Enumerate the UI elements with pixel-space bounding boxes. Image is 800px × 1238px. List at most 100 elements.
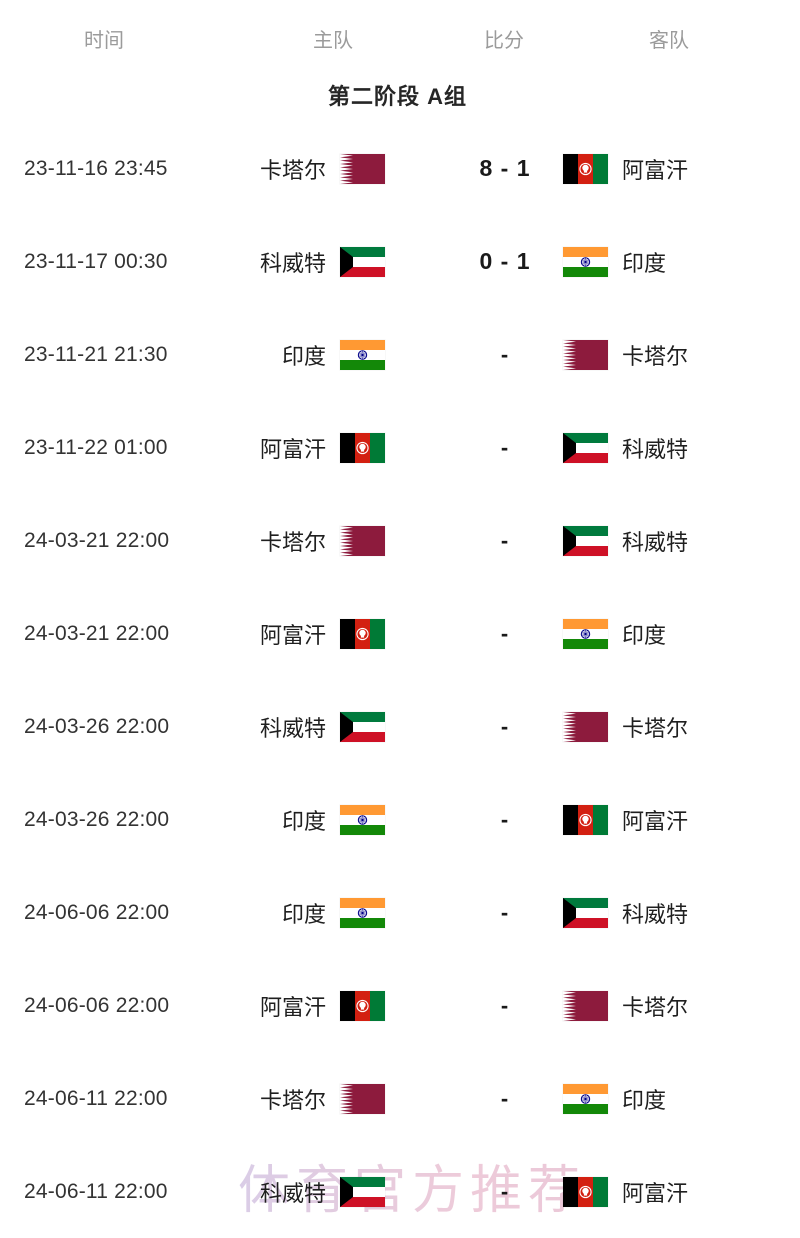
home-team-name: 阿富汗	[259, 436, 326, 462]
away-team-name: 卡塔尔	[622, 343, 689, 369]
table-row[interactable]: 24-06-06 22:00 阿富汗 - 卡塔尔	[0, 959, 800, 1052]
match-score: 0 - 1	[479, 248, 531, 274]
home-team-name: 科威特	[259, 250, 326, 276]
afghanistan-flag-icon	[340, 990, 385, 1021]
away-team-name: 印度	[622, 250, 667, 276]
afghanistan-flag-icon	[340, 618, 385, 649]
away-team-cell[interactable]: 印度	[563, 1052, 666, 1145]
home-team-name: 印度	[281, 901, 326, 927]
india-flag-icon	[340, 897, 385, 928]
table-row[interactable]: 24-03-26 22:00 科威特 - 卡塔尔	[0, 680, 800, 773]
match-datetime: 23-11-22 01:00	[24, 435, 168, 459]
home-team-cell[interactable]: 卡塔尔	[260, 122, 385, 215]
away-team-name: 印度	[622, 1087, 667, 1113]
match-rows: 23-11-16 23:45 卡塔尔 8 - 1 阿富汗 23-11-17 00…	[0, 122, 800, 1238]
away-team-cell[interactable]: 卡塔尔	[563, 308, 688, 401]
table-row[interactable]: 24-03-21 22:00 阿富汗 - 印度	[0, 587, 800, 680]
home-team-cell[interactable]: 印度	[282, 773, 385, 866]
column-header-time: 时间	[84, 30, 124, 52]
away-team-name: 印度	[622, 622, 667, 648]
table-row[interactable]: 23-11-16 23:45 卡塔尔 8 - 1 阿富汗	[0, 122, 800, 215]
home-team-name: 科威特	[259, 1180, 326, 1206]
home-team-cell[interactable]: 科威特	[260, 1145, 385, 1238]
home-team-cell[interactable]: 阿富汗	[260, 401, 385, 494]
home-team-name: 卡塔尔	[259, 1087, 326, 1113]
match-datetime: 23-11-17 00:30	[24, 249, 168, 273]
away-team-cell[interactable]: 科威特	[563, 866, 688, 959]
table-row[interactable]: 24-06-11 22:00 卡塔尔 - 印度	[0, 1052, 800, 1145]
away-team-cell[interactable]: 阿富汗	[563, 122, 688, 215]
away-team-name: 阿富汗	[622, 1180, 689, 1206]
match-score: 8 - 1	[479, 155, 531, 181]
india-flag-icon	[340, 804, 385, 835]
home-team-name: 卡塔尔	[259, 529, 326, 555]
match-datetime: 24-06-11 22:00	[24, 1086, 168, 1110]
home-team-name: 阿富汗	[259, 994, 326, 1020]
qatar-flag-icon	[563, 711, 608, 742]
table-row[interactable]: 23-11-22 01:00 阿富汗 - 科威特	[0, 401, 800, 494]
table-row[interactable]: 24-03-21 22:00 卡塔尔 - 科威特	[0, 494, 800, 587]
group-title: 第二阶段 A组	[327, 84, 467, 109]
column-header-away: 客队	[649, 30, 689, 52]
away-team-cell[interactable]: 科威特	[563, 494, 688, 587]
home-team-cell[interactable]: 卡塔尔	[260, 494, 385, 587]
match-datetime: 23-11-21 21:30	[24, 342, 168, 366]
home-team-name: 阿富汗	[259, 622, 326, 648]
match-score: -	[500, 1085, 510, 1111]
away-team-cell[interactable]: 阿富汗	[563, 773, 688, 866]
qatar-flag-icon	[563, 339, 608, 370]
away-team-cell[interactable]: 阿富汗	[563, 1145, 688, 1238]
match-score: -	[500, 806, 510, 832]
away-team-cell[interactable]: 卡塔尔	[563, 680, 688, 773]
table-row[interactable]: 23-11-17 00:30 科威特 0 - 1 印度	[0, 215, 800, 308]
table-row[interactable]: 23-11-21 21:30 印度 - 卡塔尔	[0, 308, 800, 401]
match-datetime: 24-03-21 22:00	[24, 621, 170, 645]
kuwait-flag-icon	[563, 897, 608, 928]
table-header-row: 时间 主队 比分 客队	[0, 0, 800, 78]
india-flag-icon	[563, 1083, 608, 1114]
away-team-cell[interactable]: 科威特	[563, 401, 688, 494]
home-team-cell[interactable]: 印度	[282, 866, 385, 959]
india-flag-icon	[563, 246, 608, 277]
qatar-flag-icon	[340, 525, 385, 556]
away-team-cell[interactable]: 卡塔尔	[563, 959, 688, 1052]
match-score: -	[500, 620, 510, 646]
away-team-cell[interactable]: 印度	[563, 587, 666, 680]
table-row[interactable]: 24-06-11 22:00 科威特 - 阿富汗	[0, 1145, 800, 1238]
away-team-name: 阿富汗	[622, 157, 689, 183]
table-row[interactable]: 24-03-26 22:00 印度 - 阿富汗	[0, 773, 800, 866]
kuwait-flag-icon	[563, 432, 608, 463]
column-header-score: 比分	[484, 30, 524, 52]
kuwait-flag-icon	[563, 525, 608, 556]
home-team-cell[interactable]: 阿富汗	[260, 959, 385, 1052]
home-team-cell[interactable]: 卡塔尔	[260, 1052, 385, 1145]
home-team-cell[interactable]: 科威特	[260, 680, 385, 773]
kuwait-flag-icon	[340, 711, 385, 742]
match-score: -	[500, 899, 510, 925]
home-team-name: 印度	[281, 808, 326, 834]
table-row[interactable]: 24-06-06 22:00 印度 - 科威特	[0, 866, 800, 959]
india-flag-icon	[563, 618, 608, 649]
match-datetime: 24-03-26 22:00	[24, 714, 170, 738]
away-team-name: 卡塔尔	[622, 994, 689, 1020]
home-team-cell[interactable]: 阿富汗	[260, 587, 385, 680]
away-team-name: 阿富汗	[622, 808, 689, 834]
away-team-cell[interactable]: 印度	[563, 215, 666, 308]
match-datetime: 24-03-26 22:00	[24, 807, 170, 831]
match-score: -	[500, 713, 510, 739]
match-score: -	[500, 341, 510, 367]
match-score: -	[500, 992, 510, 1018]
india-flag-icon	[340, 339, 385, 370]
afghanistan-flag-icon	[563, 804, 608, 835]
home-team-cell[interactable]: 科威特	[260, 215, 385, 308]
match-datetime: 24-06-06 22:00	[24, 900, 170, 924]
match-datetime: 24-06-11 22:00	[24, 1179, 168, 1203]
match-datetime: 24-03-21 22:00	[24, 528, 170, 552]
qatar-flag-icon	[340, 153, 385, 184]
home-team-cell[interactable]: 印度	[282, 308, 385, 401]
home-team-name: 卡塔尔	[259, 157, 326, 183]
home-team-name: 印度	[281, 343, 326, 369]
kuwait-flag-icon	[340, 246, 385, 277]
away-team-name: 科威特	[622, 529, 689, 555]
